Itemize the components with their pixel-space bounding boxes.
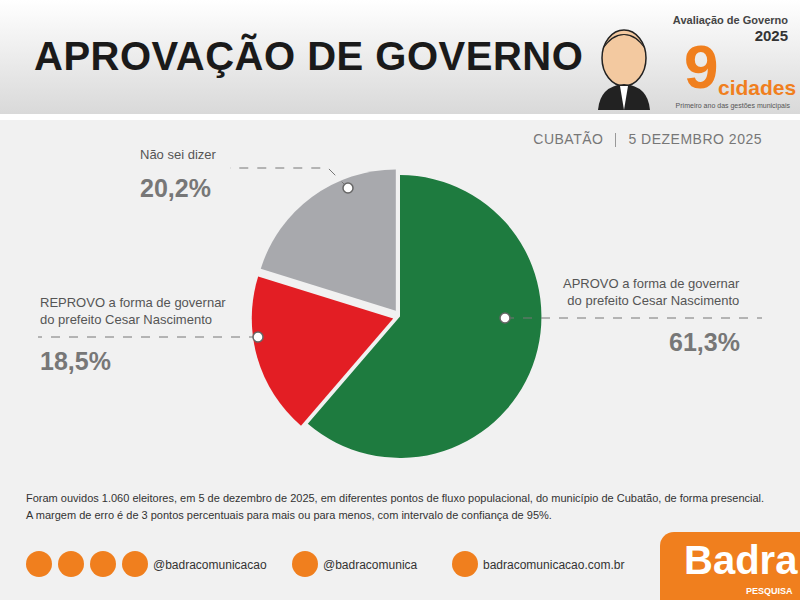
- html-text:cidades: cidades: [718, 76, 797, 99]
- html-text:9: 9: [684, 32, 719, 101]
- html-text:PESQUISA: PESQUISA: [746, 586, 793, 596]
- svg-text:APROVO a forma de governardo p: APROVO a forma de governardo prefeito Ce…: [563, 276, 740, 308]
- html-text:badracomunicacao.com.br: badracomunicacao.com.br: [483, 558, 625, 572]
- svg-text:REPROVO a forma de governardo: REPROVO a forma de governardo prefeito C…: [40, 295, 226, 327]
- html-text:A margem de erro é de 3 pontos: A margem de erro é de 3 pontos percentua…: [26, 509, 552, 521]
- html-text:CUBATÃO: CUBATÃO: [533, 131, 604, 147]
- svg-text:20,2%: 20,2%: [140, 174, 211, 202]
- svg-text:61,3%: 61,3%: [669, 328, 740, 356]
- html-text:2025: 2025: [754, 27, 788, 44]
- html-text:5 DEZEMBRO 2025: 5 DEZEMBRO 2025: [628, 131, 762, 147]
- html-text:APROVAÇÃO DE GOVERNO: APROVAÇÃO DE GOVERNO: [34, 34, 584, 78]
- html-text:Avaliação de Governo: Avaliação de Governo: [672, 14, 788, 26]
- html-text:Badra: Badra: [684, 538, 798, 582]
- html-text:Foram ouvidos 1.060 eleitores,: Foram ouvidos 1.060 eleitores, em 5 de d…: [26, 492, 765, 504]
- html-text:@badracomunica: @badracomunica: [323, 558, 418, 572]
- html-text:@badracomunicacao: @badracomunicacao: [153, 558, 267, 572]
- html-text:Primeiro ano das gestões munic: Primeiro ano das gestões municipais: [675, 102, 790, 109]
- svg-text:Não sei dizer: Não sei dizer: [140, 147, 217, 162]
- svg-text:18,5%: 18,5%: [40, 347, 111, 375]
